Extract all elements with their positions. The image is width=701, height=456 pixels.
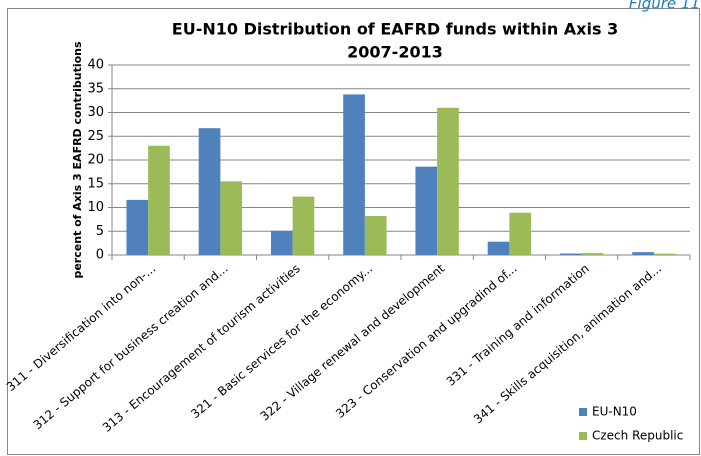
legend-swatch [579, 408, 587, 416]
bar [487, 241, 510, 255]
y-tick-label: 10 [87, 200, 104, 215]
legend-label: Czech Republic [592, 429, 683, 443]
y-tick-label: 40 [87, 58, 104, 73]
figure-label: Figure 11 [629, 0, 700, 13]
legend-swatch [579, 432, 587, 440]
bar [632, 252, 654, 255]
chart-subtitle: 2007-2013 [347, 43, 443, 62]
bar [415, 166, 438, 255]
y-tick-label: 15 [87, 176, 104, 191]
y-tick-label: 5 [96, 224, 104, 239]
chart-title: EU-N10 Distribution of EAFRD funds withi… [172, 20, 618, 39]
bar [220, 181, 243, 255]
bar [198, 128, 221, 255]
bar [126, 199, 149, 255]
y-tick-label: 35 [87, 81, 104, 96]
y-tick-label: 0 [96, 248, 104, 263]
bar [343, 94, 365, 255]
bar [581, 253, 604, 255]
bar [292, 196, 315, 255]
y-tick-label: 20 [87, 153, 104, 168]
bar [509, 212, 532, 255]
y-tick-label: 25 [87, 129, 104, 144]
bar [364, 216, 387, 255]
bar [148, 145, 170, 255]
legend-label: EU-N10 [592, 405, 637, 419]
y-axis-label: percent of Axis 3 EAFRD contributions [71, 41, 84, 279]
y-tick-label: 30 [87, 105, 104, 120]
bar [270, 230, 293, 255]
bar [437, 107, 459, 255]
bar [559, 253, 582, 255]
bar [653, 253, 676, 255]
